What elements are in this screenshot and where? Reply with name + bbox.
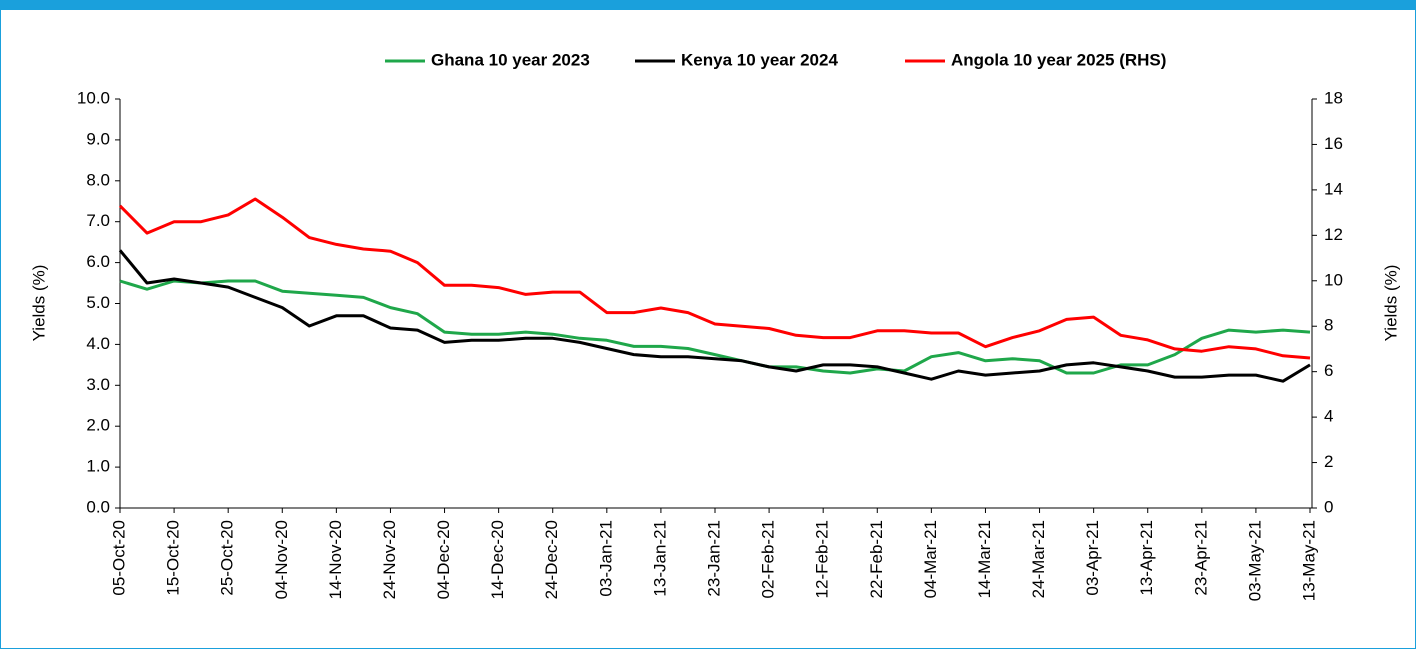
y-tick-label: 5.0 <box>86 293 110 312</box>
y-tick-label: 8.0 <box>86 170 110 189</box>
x-tick-label: 03-Jan-21 <box>596 520 615 597</box>
legend-label: Kenya 10 year 2024 <box>681 50 838 69</box>
y2-axis-title: Yields (%) <box>1381 265 1400 342</box>
x-tick-label: 22-Feb-21 <box>867 520 886 598</box>
series-line <box>118 249 1311 383</box>
y2-tick-label: 6 <box>1324 361 1333 380</box>
y-tick-label: 6.0 <box>86 252 110 271</box>
x-tick-label: 05-Oct-20 <box>109 520 128 596</box>
x-tick-label: 13-May-21 <box>1299 520 1318 601</box>
x-tick-label: 14-Nov-20 <box>326 520 345 599</box>
x-tick-label: 25-Oct-20 <box>218 520 237 596</box>
y-tick-label: 4.0 <box>86 334 110 353</box>
y2-tick-label: 14 <box>1324 179 1343 198</box>
x-tick-label: 04-Mar-21 <box>921 520 940 598</box>
y-tick-label: 3.0 <box>86 375 110 394</box>
y-axis-title: Yields (%) <box>29 265 48 342</box>
x-tick-label: 12-Feb-21 <box>813 520 832 598</box>
top-bar <box>0 0 1416 10</box>
y-tick-label: 7.0 <box>86 211 110 230</box>
x-tick-label: 13-Apr-21 <box>1137 520 1156 596</box>
y2-tick-label: 16 <box>1324 134 1343 153</box>
y-tick-label: 2.0 <box>86 416 110 435</box>
y2-tick-label: 8 <box>1324 316 1333 335</box>
x-tick-label: 03-May-21 <box>1245 520 1264 601</box>
y-tick-label: 1.0 <box>86 457 110 476</box>
x-tick-label: 14-Mar-21 <box>975 520 994 598</box>
x-tick-label: 24-Nov-20 <box>380 520 399 599</box>
y2-tick-label: 10 <box>1324 270 1343 289</box>
x-tick-label: 04-Dec-20 <box>434 520 453 599</box>
x-tick-label: 23-Apr-21 <box>1191 520 1210 596</box>
series-line <box>119 279 1311 375</box>
y2-tick-label: 2 <box>1324 452 1333 471</box>
x-tick-label: 03-Apr-21 <box>1083 520 1102 596</box>
x-tick-label: 15-Oct-20 <box>164 520 183 596</box>
x-tick-label: 13-Jan-21 <box>650 520 669 597</box>
x-tick-label: 24-Dec-20 <box>542 520 561 599</box>
x-tick-label: 14-Dec-20 <box>488 520 507 599</box>
x-tick-label: 23-Jan-21 <box>704 520 723 597</box>
y2-tick-label: 0 <box>1324 497 1333 516</box>
legend-label: Angola 10 year 2025 (RHS) <box>951 50 1166 69</box>
y2-tick-label: 18 <box>1324 88 1343 107</box>
y2-tick-label: 4 <box>1324 407 1333 426</box>
series-line <box>118 197 1311 360</box>
y-tick-label: 0.0 <box>86 497 110 516</box>
x-tick-label: 24-Mar-21 <box>1029 520 1048 598</box>
y-tick-label: 9.0 <box>86 129 110 148</box>
x-tick-label: 04-Nov-20 <box>272 520 291 599</box>
y-tick-label: 10.0 <box>77 88 110 107</box>
y2-tick-label: 12 <box>1324 225 1343 244</box>
legend-label: Ghana 10 year 2023 <box>431 50 590 69</box>
x-tick-label: 02-Feb-21 <box>759 520 778 598</box>
